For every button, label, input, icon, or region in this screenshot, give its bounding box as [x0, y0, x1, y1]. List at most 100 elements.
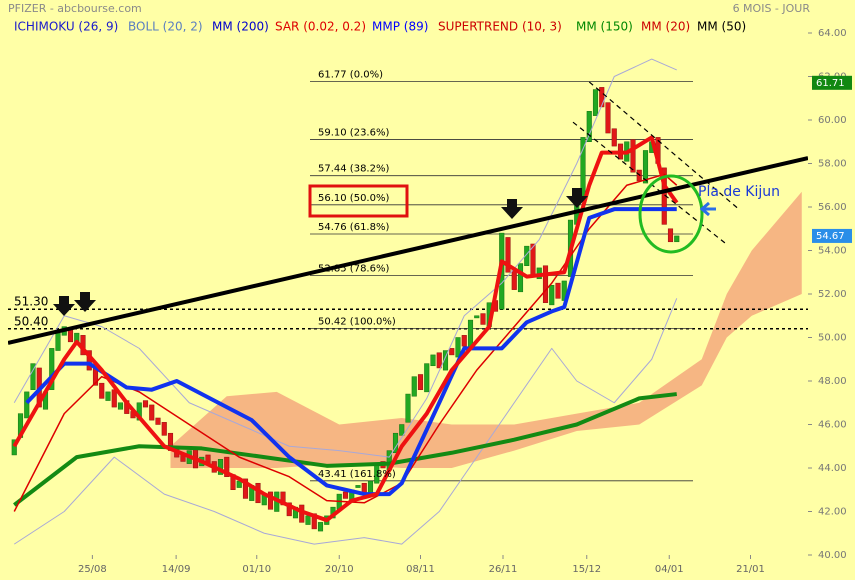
candle [599, 87, 605, 108]
candle [267, 491, 274, 510]
indicator-line [12, 135, 679, 523]
legend-item: MM (20) [641, 20, 690, 34]
candle [667, 228, 674, 243]
price-tag-label: 61.71 [816, 78, 845, 89]
y-tick-label: 52.00 [818, 289, 847, 300]
candle [461, 335, 467, 347]
highlight-box [308, 184, 409, 218]
candle [149, 404, 155, 421]
y-tick-label: 42.00 [818, 507, 847, 518]
candle [674, 235, 680, 243]
y-tick-label: 46.00 [818, 420, 847, 431]
plot-area [8, 58, 808, 545]
fib-label: 59.10 (23.6%) [318, 128, 389, 139]
candle [417, 374, 424, 390]
legend-item: MM (50) [697, 20, 746, 34]
candle [55, 332, 61, 351]
legend-item: SUPERTREND (10, 3) [438, 20, 562, 34]
candle [474, 315, 480, 319]
candle [642, 150, 649, 184]
candle [117, 402, 124, 410]
candle [286, 502, 292, 517]
candle [49, 348, 55, 390]
y-tick-label: 56.00 [818, 202, 847, 213]
chart-title: PFIZER - abcbourse.com [8, 2, 142, 15]
level-label: 50.40 [14, 314, 48, 328]
y-tick-label: 50.00 [818, 333, 847, 344]
candle [399, 424, 405, 436]
x-tick-label: 21/01 [736, 564, 765, 575]
candle [355, 485, 361, 488]
legend-item: SAR (0.02, 0.2) [275, 20, 366, 34]
x-tick-label: 15/12 [572, 564, 601, 575]
y-tick-label: 58.00 [818, 159, 847, 170]
candle [592, 89, 599, 116]
indicator-line [13, 392, 677, 507]
period-label: 6 MOIS - JOUR [733, 2, 811, 15]
y-tick-label: 54.00 [818, 246, 847, 257]
candle [30, 363, 36, 390]
legend-item: MM (150) [576, 20, 633, 34]
x-tick-label: 20/10 [325, 564, 354, 575]
candle [405, 393, 411, 423]
candle [142, 400, 149, 408]
signal-arrows [53, 188, 588, 316]
fib-label: 57.44 (38.2%) [318, 164, 389, 175]
candle [11, 439, 17, 456]
candle [430, 354, 436, 367]
candle [605, 102, 611, 134]
candle [549, 285, 555, 306]
legend-item: MMP (89) [372, 20, 428, 34]
candle [161, 422, 167, 436]
candle [411, 376, 417, 397]
candle [24, 391, 30, 419]
y-tick-label: 48.00 [818, 376, 847, 387]
candle [524, 245, 530, 266]
indicator-line [13, 298, 678, 545]
x-tick-label: 04/01 [655, 564, 684, 575]
candle [555, 282, 561, 299]
x-tick-label: 14/09 [162, 564, 191, 575]
fib-label: 54.76 (61.8%) [318, 222, 389, 233]
y-tick-label: 40.00 [818, 550, 847, 561]
fib-label: 56.10 (50.0%) [318, 193, 389, 204]
candle [630, 139, 636, 173]
legend-item: BOLL (20, 2) [128, 20, 203, 34]
x-tick-label: 01/10 [242, 564, 271, 575]
ichimoku-cloud [170, 191, 802, 468]
candle [111, 389, 117, 408]
candle [505, 237, 511, 273]
candle [99, 382, 105, 399]
candle [436, 352, 442, 369]
fib-label: 43.41 (161.8%) [318, 469, 396, 480]
candle [611, 128, 617, 147]
candle [342, 491, 349, 499]
trendline [8, 156, 808, 345]
x-tick-label: 25/08 [78, 564, 107, 575]
legend-item: MM (200) [212, 20, 269, 34]
candle [305, 515, 311, 525]
y-tick-label: 60.00 [818, 115, 847, 126]
annotation: Pla de Kijun [698, 184, 780, 200]
trendline [588, 81, 741, 211]
fib-label: 50.42 (100.0%) [318, 316, 396, 327]
candle [105, 391, 111, 401]
fib-label: 52.85 (78.6%) [318, 264, 389, 275]
y-tick-label: 44.00 [818, 463, 847, 474]
candle [517, 263, 524, 293]
candle [480, 313, 486, 325]
legend-item: ICHIMOKU (26, 9) [14, 20, 118, 34]
y-tick-label: 64.00 [818, 28, 847, 39]
price-tag-label: 54.67 [816, 231, 845, 242]
x-tick-label: 08/11 [406, 564, 435, 575]
candle [224, 456, 230, 477]
candle [449, 348, 455, 356]
price-tag [812, 228, 852, 243]
highlight-ellipse [638, 174, 704, 254]
x-tick-label: 26/11 [489, 564, 518, 575]
fib-label: 61.77 (0.0%) [318, 70, 383, 81]
candle [155, 417, 161, 425]
candle [455, 337, 461, 358]
